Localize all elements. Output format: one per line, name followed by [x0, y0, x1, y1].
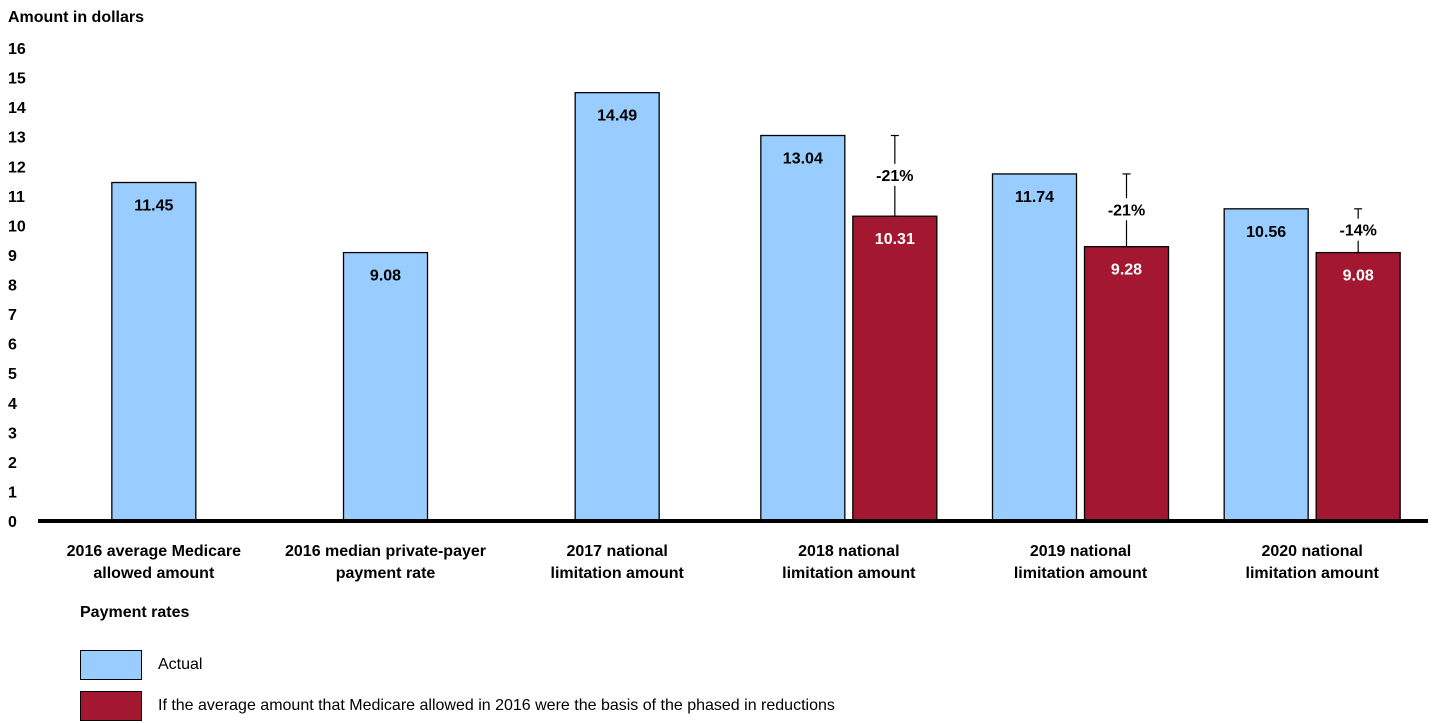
y-tick-label: 0 [8, 514, 17, 531]
bar-actual [991, 173, 1078, 522]
bar-hypothetical [852, 215, 938, 522]
x-axis-categories: 2016 average Medicare allowed amount 2016 … [67, 543, 1380, 582]
bar-chart: Amount in dollars 0123456789101112131415… [8, 9, 1428, 582]
category-label: payment rate [336, 565, 436, 582]
y-tick-label: 9 [8, 248, 17, 265]
percent-label-bg [1106, 198, 1147, 221]
percent-label-bg [1338, 218, 1379, 241]
bar-value-label: 9.08 [370, 268, 401, 285]
legend-item-hypothetical: If the average amount that Medicare allo… [80, 691, 835, 721]
category-label: allowed amount [93, 565, 215, 582]
y-tick-label: 1 [8, 484, 17, 501]
legend-swatch-actual [80, 650, 142, 680]
y-axis-label: Amount in dollars [8, 9, 144, 26]
y-tick-label: 14 [8, 100, 26, 117]
y-tick-label: 7 [8, 307, 17, 324]
bar-actual [574, 91, 660, 522]
category-label: limitation amount [782, 565, 916, 582]
category-label: 2018 national [798, 543, 899, 560]
legend-swatch-hypothetical [80, 691, 142, 721]
y-tick-label: 11 [8, 189, 25, 206]
legend-label-hypothetical: If the average amount that Medicare allo… [158, 697, 835, 714]
category-label: 2016 median private-payer [285, 543, 486, 560]
y-tick-label: 15 [8, 71, 26, 88]
category-label: 2017 national [566, 543, 667, 560]
y-tick-label: 8 [8, 278, 17, 295]
category-label: 2019 national [1030, 543, 1131, 560]
bar-value-label: 14.49 [597, 108, 637, 125]
percent-label-bg [874, 163, 915, 186]
y-tick-label: 10 [8, 218, 26, 235]
y-tick-label: 3 [8, 425, 17, 442]
bar-value-label: 10.56 [1246, 224, 1286, 241]
category-label: limitation amount [551, 565, 685, 582]
legend-title: Payment rates [80, 604, 190, 621]
percent-change-label: -14% [1339, 223, 1376, 240]
y-tick-label: 12 [8, 159, 26, 176]
bar-value-label: 11.74 [1015, 189, 1054, 206]
category-label: limitation amount [1246, 565, 1380, 582]
bar-actual [1223, 208, 1309, 522]
bar-value-label: 9.08 [1343, 268, 1374, 285]
category-label: 2016 average Medicare [67, 543, 241, 560]
legend-item-actual: Actual [80, 650, 202, 680]
category-label: 2020 national [1261, 543, 1362, 560]
bar-hypothetical [1315, 251, 1401, 522]
bars: 11.45 9.08 14.49 13.04 10.31 11.74 9.28 10.56 9.… [111, 91, 1401, 522]
bar-hypothetical [1083, 246, 1170, 522]
bar-value-label: 11.45 [134, 198, 173, 215]
bar-value-label: 10.31 [875, 231, 915, 248]
percent-change-label: -21% [876, 168, 913, 185]
bar-actual [760, 134, 846, 522]
y-tick-label: 2 [8, 455, 17, 472]
bar-actual [111, 181, 197, 522]
y-tick-label: 16 [8, 41, 26, 58]
y-tick-label: 5 [8, 366, 17, 383]
percent-change-label: -21% [1108, 202, 1145, 219]
bar-value-label: 13.04 [783, 151, 823, 168]
legend-label-actual: Actual [158, 656, 203, 673]
bar-actual [342, 251, 429, 522]
annotations: -21% -21% -14% [874, 134, 1379, 254]
y-tick-label: 4 [8, 396, 17, 413]
y-tick-label: 6 [8, 337, 17, 354]
y-tick-label: 13 [8, 130, 26, 147]
category-label: limitation amount [1014, 565, 1148, 582]
bar-value-label: 9.28 [1111, 262, 1142, 279]
